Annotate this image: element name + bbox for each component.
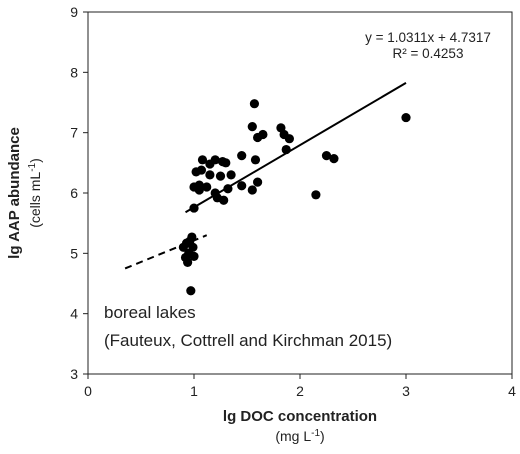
data-point [249, 99, 260, 109]
y-tick-label: 5 [70, 245, 78, 261]
data-point [401, 112, 411, 123]
data-point [189, 251, 199, 261]
x-tick-label: 4 [508, 383, 516, 399]
data-point [183, 257, 193, 267]
data-point [189, 203, 199, 213]
data-point [237, 181, 247, 191]
x-unit-sup: -1 [311, 428, 320, 439]
data-point [194, 180, 204, 190]
y-tick-label: 3 [70, 366, 78, 382]
y-tick-label: 4 [70, 306, 78, 322]
data-point [210, 155, 220, 165]
y-tick-label: 6 [70, 185, 78, 201]
data-point [188, 242, 198, 252]
data-point [226, 170, 236, 180]
data-point [196, 165, 207, 175]
x-tick-label: 0 [84, 383, 92, 399]
y-unit-sup: -1 [27, 162, 38, 171]
y-unit-end: ) [27, 158, 43, 163]
fit-lines [124, 82, 407, 270]
data-point [258, 129, 268, 140]
x-unit-base: (mg L [275, 428, 311, 444]
x-axis-ticks: 0 1 2 3 4 [84, 374, 516, 399]
data-point [311, 190, 321, 200]
data-point [247, 122, 257, 132]
x-tick-label: 1 [190, 383, 198, 399]
y-tick-label: 9 [70, 4, 78, 20]
y-axis-ticks: 3 4 5 6 7 8 9 [70, 4, 88, 382]
data-point [219, 195, 229, 205]
data-point [253, 177, 263, 187]
y-axis-unit: (cells mL-1) [27, 158, 43, 228]
x-axis-title: lg DOC concentration [223, 408, 377, 425]
trend-r-squared: R² = 0.4253 [393, 46, 464, 61]
data-points [178, 99, 411, 296]
data-point [223, 184, 233, 194]
data-point [202, 182, 212, 192]
data-point [186, 286, 196, 296]
y-unit-base: (cells mL [27, 172, 43, 228]
data-point [205, 170, 215, 180]
y-tick-label: 7 [70, 125, 78, 141]
data-point [321, 150, 332, 161]
x-tick-label: 2 [296, 383, 304, 399]
data-point [215, 171, 226, 181]
trend-equation: y = 1.0311x + 4.7317 [365, 30, 491, 45]
trendline [185, 82, 407, 214]
data-point [247, 185, 257, 195]
data-point [187, 232, 197, 242]
y-axis-title: lg AAP abundance [6, 127, 23, 259]
x-tick-label: 3 [402, 383, 410, 399]
annotation-citation: (Fauteux, Cottrell and Kirchman 2015) [104, 331, 392, 350]
y-tick-label: 8 [70, 64, 78, 80]
data-point [197, 155, 208, 165]
data-point [281, 144, 291, 155]
data-point [250, 155, 261, 165]
data-point [284, 134, 294, 144]
annotation-boreal-lakes: boreal lakes [104, 303, 196, 322]
x-unit-end: ) [320, 428, 325, 444]
data-point [221, 158, 231, 168]
x-axis-unit: (mg L-1) [275, 428, 324, 444]
data-point [237, 150, 247, 161]
data-point [329, 154, 339, 164]
